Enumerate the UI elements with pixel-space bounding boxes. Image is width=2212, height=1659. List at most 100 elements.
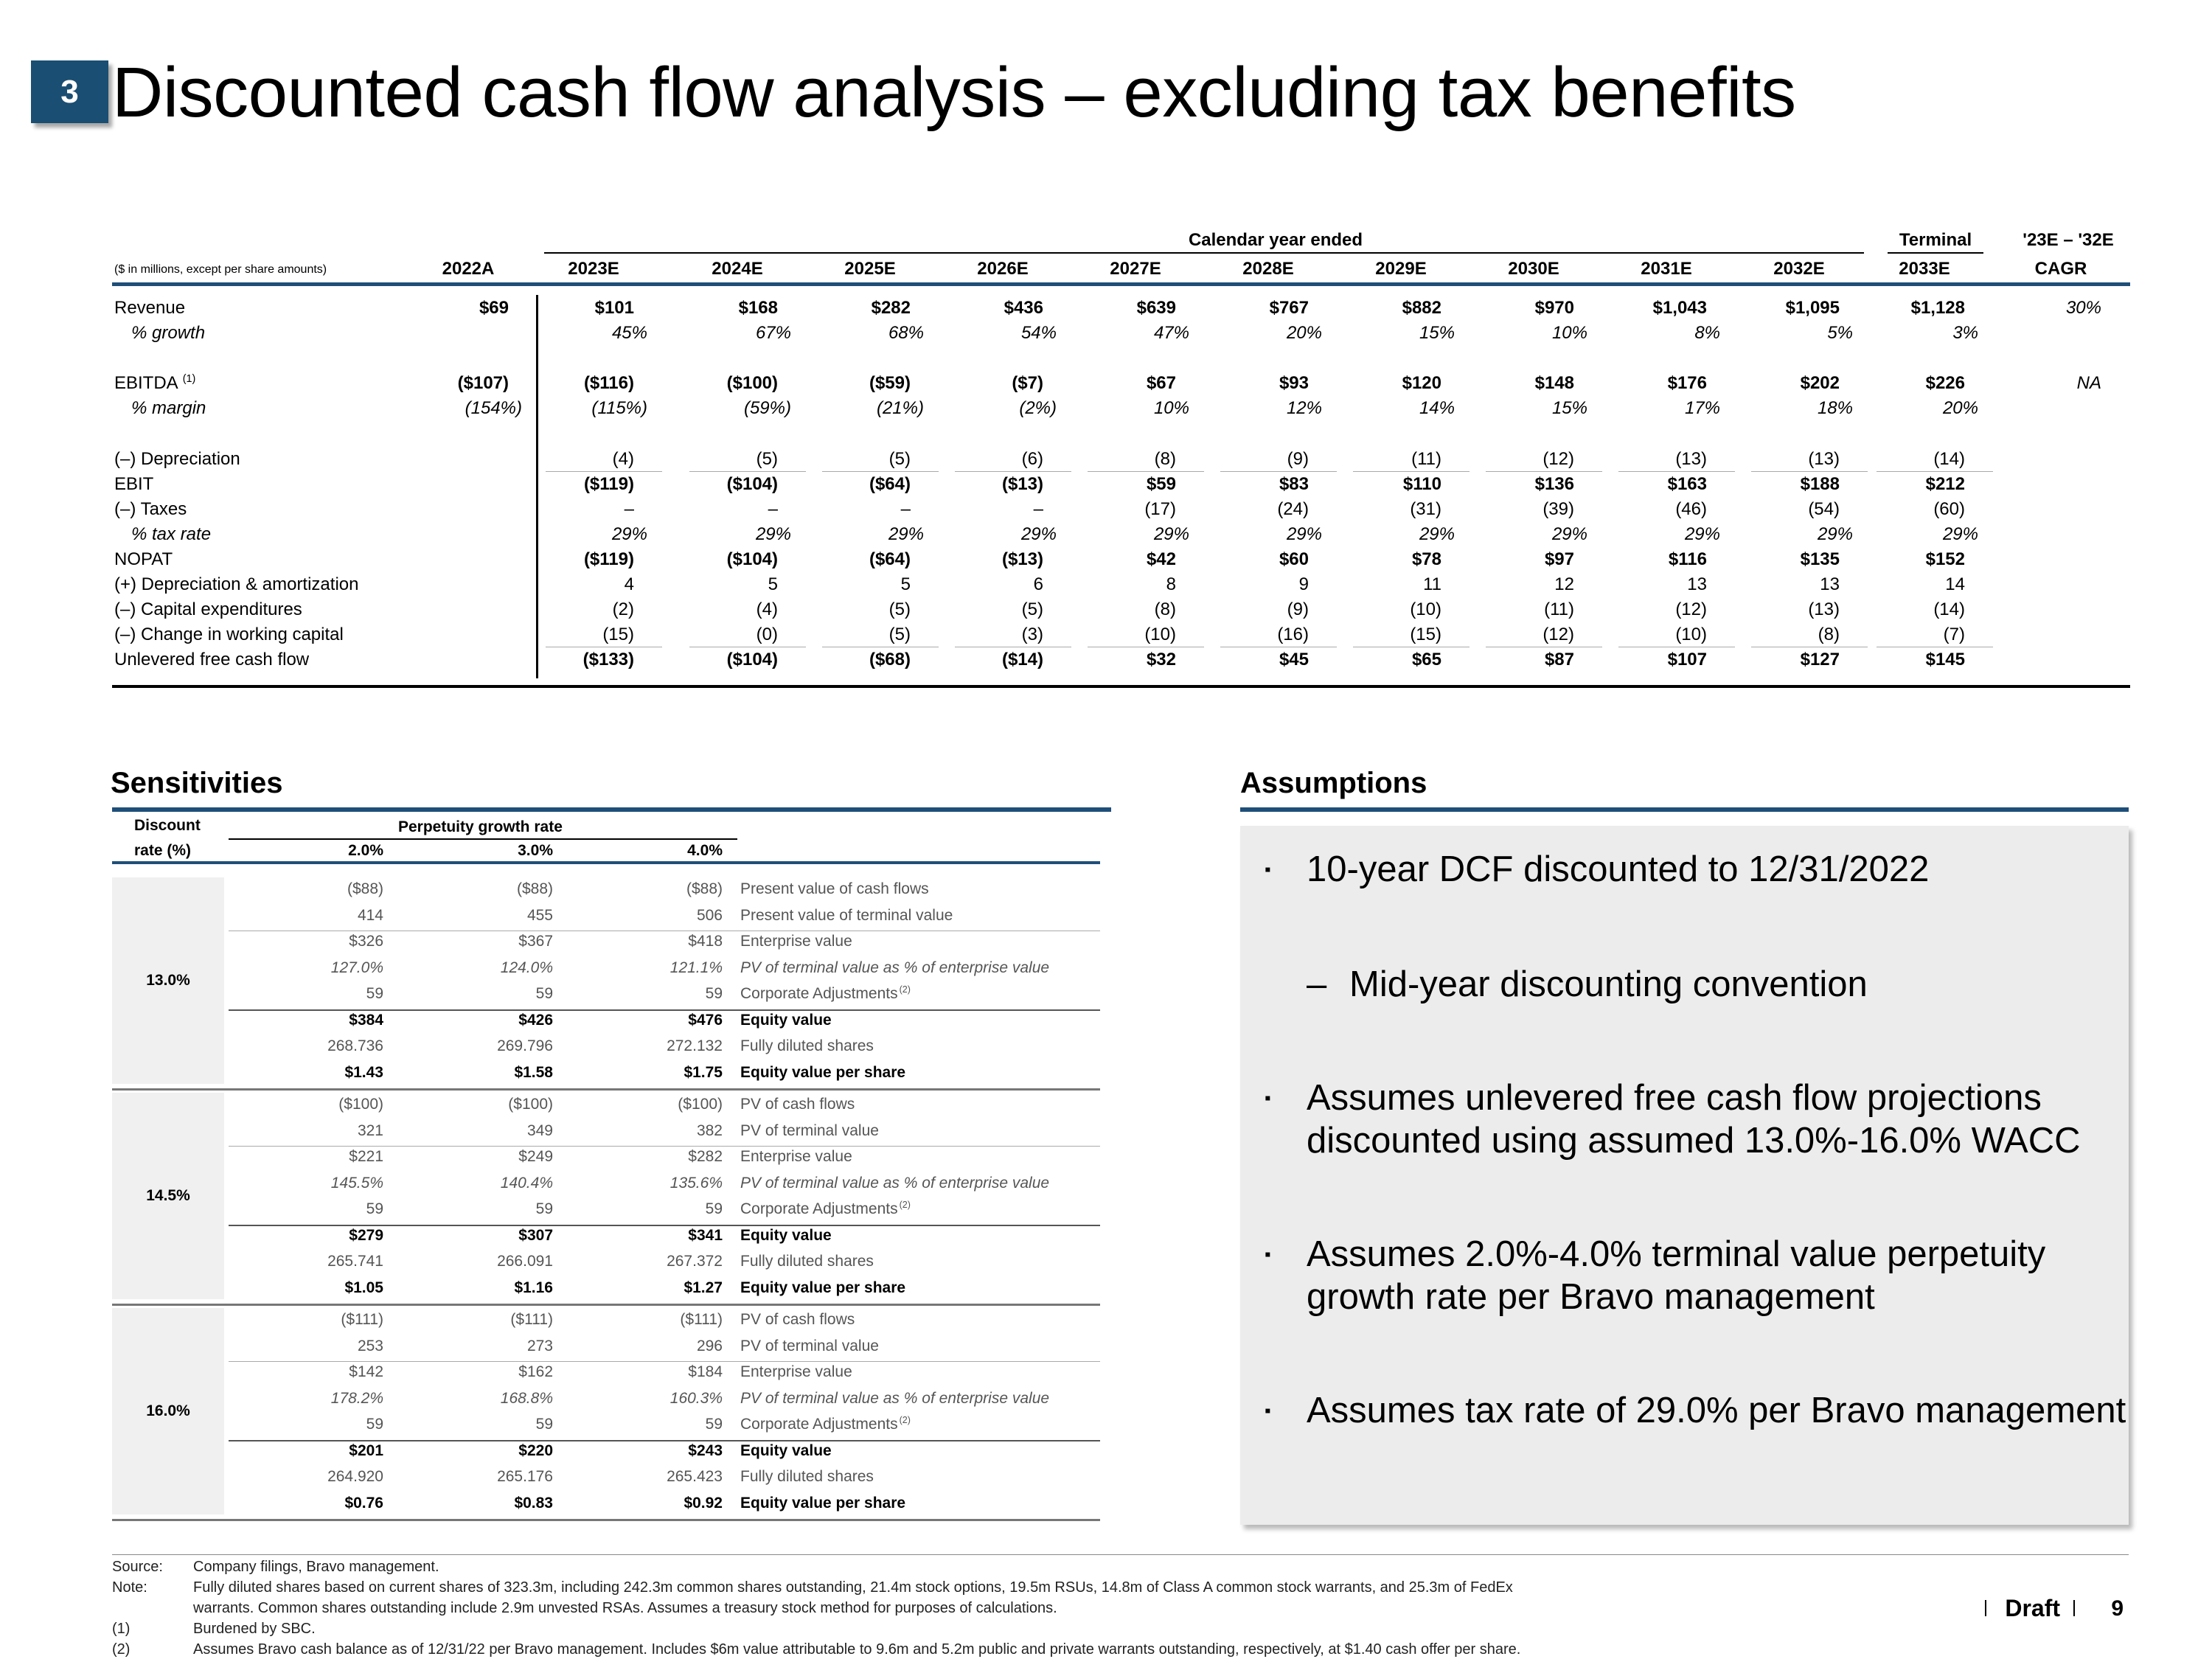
sensitivity-block-rule [112,1304,1100,1306]
calendar-year-header: Calendar year ended [1188,230,1363,250]
column-header: 2030E [1508,259,1559,279]
calendar-year-underline [544,252,1864,254]
table-cell: 29% [1942,524,1978,544]
subtotal-underline [1751,471,1868,472]
table-cell: $226 [1925,373,1965,393]
bullet-icon: ▪ [1265,1245,1271,1265]
sensitivity-row-label: PV of terminal value [740,1338,879,1355]
table-cell: ($13) [1001,549,1043,569]
table-cell: (8) [1818,625,1840,644]
sensitivity-row-label-text: Equity value per share [740,1279,906,1296]
sensitivity-cell: $341 [688,1226,723,1244]
table-cell: $152 [1925,549,1965,569]
table-cell: (12) [1543,625,1574,644]
table-cell: ($104) [726,474,778,494]
sensitivity-row-label-text: PV of terminal value as % of enterprise … [740,1389,1050,1407]
sensitivity-table: Discount rate (%) Perpetuity growth rate… [0,0,1121,1548]
table-cell: (39) [1543,499,1574,519]
sensitivity-subtotal-rule [229,1224,1100,1226]
column-header: 2026E [977,259,1029,279]
table-cell: (7) [1943,625,1965,644]
sensitivity-cell: $220 [518,1441,553,1459]
row-label-text: (–) Depreciation [114,449,240,469]
sensitivity-cell: $0.92 [684,1494,723,1512]
table-cell: (24) [1277,499,1309,519]
draft-label: Draft [2005,1595,2060,1621]
table-cell: $767 [1269,298,1309,318]
subtotal-underline [822,471,939,472]
table-cell: 12% [1286,398,1322,418]
table-cell: 5 [768,574,778,594]
table-cell: 12 [1554,574,1574,594]
table-cell: 47% [1153,323,1189,343]
column-header: 2024E [712,259,763,279]
table-cell: $101 [594,298,634,318]
column-header: 2033E [1899,259,1950,279]
sensitivity-row-label: Equity value per share [740,1279,905,1297]
table-cell: $882 [1402,298,1441,318]
sensitivity-row-label: PV of terminal value as % of enterprise … [740,1175,1049,1192]
table-cell: (3) [1021,625,1043,644]
table-cell: ($133) [582,650,634,669]
sensitivity-cell: $1.43 [344,1063,383,1081]
sensitivity-cell: $0.76 [344,1494,383,1512]
assumption-3-line2: growth rate per Bravo management [1307,1277,1875,1317]
table-cell: (6) [1021,449,1043,469]
table-cell: 8 [1166,574,1176,594]
table-cell: 29% [1817,524,1853,544]
discount-rate-cell: 14.5% [112,1093,224,1299]
assumption-2-line2: discounted using assumed 13.0%-16.0% WAC… [1307,1121,2081,1161]
table-cell: ($104) [726,549,778,569]
table-cell: (15) [1410,625,1441,644]
sensitivity-row-label-text: Present value of terminal value [740,906,953,924]
table-cell: $148 [1534,373,1574,393]
subtotal-underline [1220,471,1337,472]
column-header: 2023E [568,259,619,279]
row-label-text: (–) Capital expenditures [114,599,302,619]
sensitivity-cell: 59 [535,1416,553,1433]
bullet-icon: ▪ [1265,860,1271,880]
sensitivity-cell: 145.5% [330,1174,383,1192]
table-cell: 17% [1684,398,1720,418]
table-cell: ($59) [869,373,911,393]
table-cell: (17) [1144,499,1176,519]
row-label: (–) Capital expenditures [114,599,302,620]
sensitivity-subtotal-rule [229,1361,1100,1362]
sensitivity-cell: $249 [518,1148,553,1165]
table-cell: $127 [1800,650,1840,669]
footnote-marker: (2) [899,1415,911,1425]
sensitivity-subtotal-rule [229,1009,1100,1011]
table-cell: $202 [1800,373,1840,393]
sensitivity-row-label: PV of cash flows [740,1311,855,1329]
sensitivity-row-label: Equity value per share [740,1064,905,1082]
table-cell: 29% [1684,524,1720,544]
sensitivity-cell: 272.132 [667,1037,723,1054]
sensitivity-cell: 253 [357,1337,383,1354]
table-cell: $639 [1136,298,1176,318]
row-label: EBIT [114,474,153,495]
table-cell: (14) [1933,449,1965,469]
sensitivity-row-label-text: Equity value per share [740,1063,906,1081]
sensitivity-cell: $476 [688,1011,723,1029]
table-cell: (9) [1287,449,1309,469]
sensitivity-row-label: Present value of terminal value [740,907,953,925]
sensitivity-row-label-text: Equity value [740,1011,832,1029]
table-cell: 29% [611,524,647,544]
table-cell: (2%) [1019,398,1057,418]
sensitivity-cell: 273 [526,1337,553,1354]
column-header: 2025E [844,259,896,279]
table-cell: (54) [1808,499,1840,519]
table-cell: $83 [1279,474,1309,494]
sensitivity-cell: 160.3% [669,1389,723,1407]
sensitivity-cell: $384 [349,1011,383,1029]
table-cell: 29% [1419,524,1455,544]
row-label-text: (–) Change in working capital [114,625,344,644]
table-cell: ($13) [1001,474,1043,494]
sensitivity-row-label-text: Fully diluted shares [740,1468,874,1485]
table-cell: ($14) [1001,650,1043,669]
row-label: (+) Depreciation & amortization [114,574,358,595]
sensitivity-row-label-text: Corporate Adjustments [740,1416,898,1433]
sensitivity-cell: $326 [349,933,383,950]
sensitivity-cell: ($111) [680,1311,723,1328]
sensitivity-block-rule [112,1519,1100,1521]
